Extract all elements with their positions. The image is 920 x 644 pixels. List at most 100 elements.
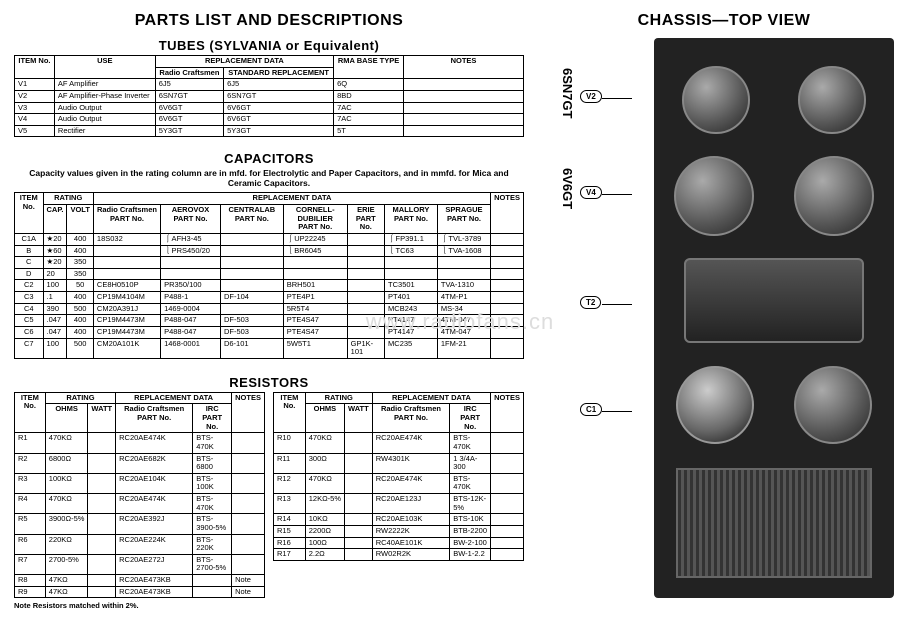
cell-notes: [404, 90, 524, 102]
cell-no: R6: [15, 534, 46, 554]
cell-cornell: BRH501: [283, 280, 347, 292]
cell-cap: 100: [43, 338, 67, 358]
cell-no: D: [15, 268, 44, 280]
cell-watt: [88, 473, 116, 493]
th-erie: ERIE PART No.: [347, 205, 384, 234]
cell-ohms: 470KΩ: [305, 433, 344, 453]
cell-rc: [93, 245, 160, 257]
cell-rc: RW2222K: [372, 525, 450, 537]
cell-notes: [491, 338, 524, 358]
table-row: R1312KΩ-5%RC20AE123JBTS-12K-5%: [274, 494, 524, 514]
cell-cornell: 5R5T4: [283, 303, 347, 315]
table-row: R4470KΩRC20AE474KBTS-470K: [15, 494, 265, 514]
cell-watt: [345, 433, 373, 453]
cell-cap: ★60: [43, 245, 67, 257]
cell-rc: RC20AE123J: [372, 494, 450, 514]
cell-rc: RC20AE272J: [116, 554, 193, 574]
cell-watt: [88, 514, 116, 534]
cell-cap: 390: [43, 303, 67, 315]
table-row: V3Audio Output6V6GT6V6GT7AC: [15, 102, 524, 114]
cell-no: C2: [15, 280, 44, 292]
cell-notes: [491, 537, 524, 549]
cell-rc: 6V6GT: [155, 114, 223, 126]
cell-notes: [491, 245, 524, 257]
cell-no: R2: [15, 453, 46, 473]
table-row: C3.1400CP19M4104MP488-1DF-104PTE4P1PT401…: [15, 292, 524, 304]
cell-rc: RC20AE104K: [116, 473, 193, 493]
cell-centralab: [220, 268, 283, 280]
table-row: C4390500CM20A391J1469-00045R5T4MCB243MS-…: [15, 303, 524, 315]
cell-notes: [491, 303, 524, 315]
cell-cap: .047: [43, 326, 67, 338]
cell-aerovox: [161, 257, 221, 269]
cell-aerovox: P488-047: [161, 326, 221, 338]
cell-std: 6SN7GT: [224, 90, 334, 102]
cell-erie: [347, 268, 384, 280]
resistors-table-left: ITEM No. RATING REPLACEMENT DATA NOTES O…: [14, 392, 265, 599]
cell-std: 5Y3GT: [224, 125, 334, 137]
cell-no: B: [15, 245, 44, 257]
cell-cap: 20: [43, 268, 67, 280]
cell-mallory: PT4147: [385, 315, 438, 327]
table-row: R1410KΩRC20AE103KBTS-10K: [274, 514, 524, 526]
th-watt: WATT: [345, 404, 373, 433]
cell-use: Rectifier: [54, 125, 155, 137]
table-row: V5Rectifier5Y3GT5Y3GT5T: [15, 125, 524, 137]
cell-ohms: 47KΩ: [45, 586, 88, 598]
cell-sprague: ⎱TVA-1608: [437, 245, 490, 257]
cell-no: V4: [15, 114, 55, 126]
cell-notes: [491, 326, 524, 338]
cell-centralab: [220, 280, 283, 292]
cell-ohms: 470KΩ: [45, 494, 88, 514]
cell-mallory: MC235: [385, 338, 438, 358]
cell-cap: ★20: [43, 233, 67, 245]
cell-rc: CE8H0510P: [93, 280, 160, 292]
cell-ohms: 100KΩ: [45, 473, 88, 493]
tube-v4: [674, 156, 754, 236]
th-cornell: CORNELL-DUBILIER PART No.: [283, 205, 347, 234]
th-rc: Radio Craftsmen PART No.: [372, 404, 450, 433]
cell-rc: RC20AE474K: [372, 473, 450, 493]
th-rating: RATING: [45, 392, 115, 404]
table-row: R12470KΩRC20AE474KBTS-470K: [274, 473, 524, 493]
cell-no: R13: [274, 494, 306, 514]
th-std: STANDARD REPLACEMENT: [224, 67, 334, 79]
cell-aerovox: PR350/100: [161, 280, 221, 292]
cell-ohms: 100Ω: [305, 537, 344, 549]
table-row: R11300ΩRW4301K1 3/4A-300: [274, 453, 524, 473]
th-aerovox: AEROVOX PART No.: [161, 205, 221, 234]
table-row: R6220KΩRC20AE224KBTS-220K: [15, 534, 265, 554]
cell-irc: BTS-10K: [450, 514, 491, 526]
cell-no: C4: [15, 303, 44, 315]
chassis-title: CHASSIS—TOP VIEW: [542, 12, 906, 30]
cell-no: C5: [15, 315, 44, 327]
cell-volt: 350: [67, 257, 93, 269]
cell-irc: BTS-220K: [193, 534, 232, 554]
cell-irc: BTS-3900-5%: [193, 514, 232, 534]
cell-sprague: 4TM-047: [437, 315, 490, 327]
cell-centralab: D6-101: [220, 338, 283, 358]
cell-notes: [232, 514, 265, 534]
tubes-heading: TUBES (SYLVANIA or Equivalent): [14, 38, 524, 53]
cell-notes: [232, 473, 265, 493]
cell-no: R10: [274, 433, 306, 453]
table-row: R1470KΩRC20AE474KBTS-470K: [15, 433, 265, 453]
cell-irc: BTS-470K: [193, 433, 232, 453]
cell-ohms: 2.2Ω: [305, 549, 344, 561]
cell-notes: [232, 554, 265, 574]
th-irc: IRC PART No.: [193, 404, 232, 433]
cell-watt: [345, 514, 373, 526]
cell-rc: CP19M4473M: [93, 326, 160, 338]
cell-mallory: [385, 268, 438, 280]
table-row: R26800ΩRC20AE682KBTS-6800: [15, 453, 265, 473]
cell-notes: [491, 433, 524, 453]
cell-irc: [193, 586, 232, 598]
cell-std: 6V6GT: [224, 102, 334, 114]
cell-no: R11: [274, 453, 306, 473]
cell-rc: RC20AE682K: [116, 453, 193, 473]
cell-rc: CM20A391J: [93, 303, 160, 315]
table-row: R16100ΩRC40AE101KBW-2-100: [274, 537, 524, 549]
cell-no: C: [15, 257, 44, 269]
cell-volt: 400: [67, 233, 93, 245]
cell-irc: 1 3/4A-300: [450, 453, 491, 473]
